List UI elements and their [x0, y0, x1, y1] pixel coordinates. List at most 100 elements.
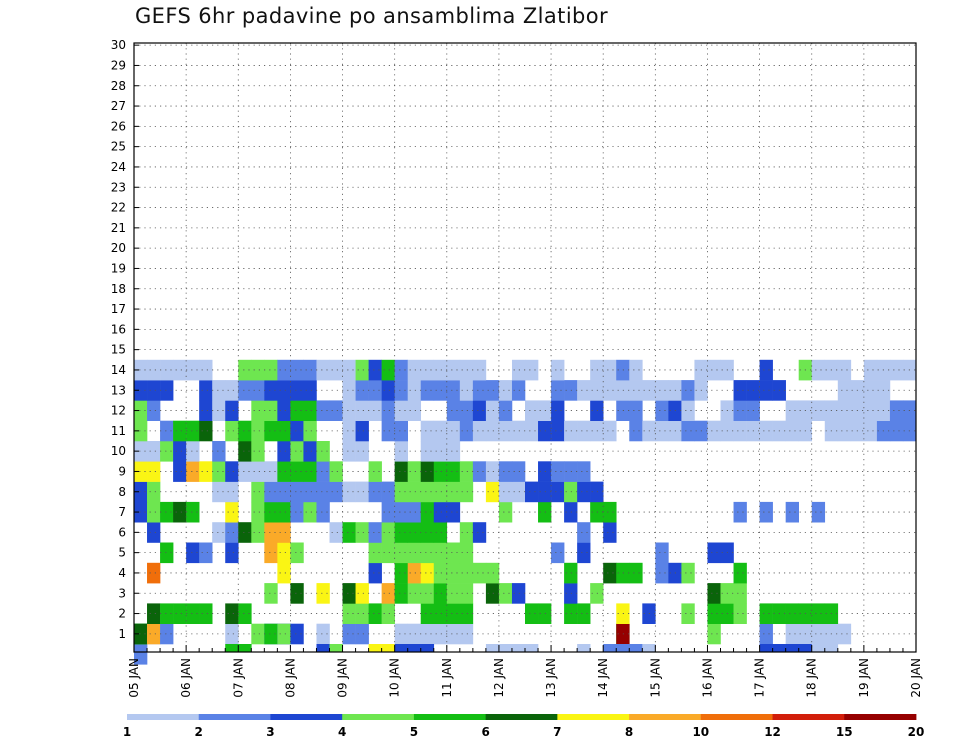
chart-title: GEFS 6hr padavine po ansamblima Zlatibor: [135, 4, 609, 28]
heatmap-cell: [134, 644, 148, 665]
heatmap-cell: [420, 420, 435, 442]
heatmap-cell: [446, 400, 461, 421]
heatmap-cell: [616, 644, 630, 652]
heatmap-cell: [564, 420, 578, 442]
heatmap-cell: [525, 359, 539, 381]
heatmap-cell: [759, 420, 773, 442]
heatmap-cell: [446, 623, 461, 645]
heatmap-cell: [603, 562, 617, 584]
heatmap-cell: [212, 522, 226, 543]
heatmap-cell: [407, 461, 422, 482]
heatmap-cell: [837, 359, 852, 381]
heatmap-cell: [303, 359, 317, 381]
colorbar-segment: [629, 714, 702, 720]
heatmap-cell: [485, 400, 500, 421]
heatmap-cell: [251, 380, 265, 401]
heatmap-cell: [355, 603, 369, 624]
heatmap-cell: [433, 583, 448, 604]
heatmap-cell: [342, 603, 356, 624]
heatmap-cell: [368, 562, 382, 584]
colorbar-segment: [413, 714, 487, 720]
heatmap-cell: [134, 501, 148, 523]
heatmap-cell: [199, 380, 213, 401]
heatmap-cell: [303, 501, 317, 523]
heatmap-cell: [381, 501, 395, 523]
heatmap-cell: [551, 400, 565, 421]
heatmap-cell: [251, 522, 265, 543]
heatmap-cell: [199, 542, 213, 564]
heatmap-cell: [277, 501, 291, 523]
heatmap-cell: [433, 501, 448, 523]
heatmap-cell: [564, 603, 578, 624]
heatmap-cell: [446, 501, 461, 523]
heatmap-cell: [394, 400, 408, 421]
heatmap-cell: [160, 623, 174, 645]
heatmap-cell: [824, 644, 839, 652]
heatmap-cell: [420, 441, 435, 462]
heatmap-cell: [525, 481, 539, 503]
heatmap-cell: [329, 461, 343, 482]
y-tick-label: 6: [118, 525, 126, 539]
heatmap-cell: [316, 623, 330, 645]
heatmap-cell: [551, 420, 565, 442]
heatmap-cell: [889, 420, 904, 442]
y-tick-label: 9: [118, 464, 126, 478]
grid-layer: [134, 43, 917, 652]
heatmap-cell: [394, 542, 408, 564]
heatmap-cell: [277, 623, 291, 645]
heatmap-cell: [577, 603, 591, 624]
y-tick-label: 12: [111, 404, 126, 418]
heatmap-cell: [863, 420, 878, 442]
heatmap-cell: [681, 400, 695, 421]
heatmap-cell: [655, 380, 669, 401]
y-tick-label: 10: [111, 444, 126, 458]
heatmap-cell: [759, 644, 773, 652]
heatmap-cell: [459, 623, 474, 645]
colorbar-label: 12: [764, 725, 781, 739]
heatmap-cell: [525, 420, 539, 442]
heatmap-cell: [420, 623, 435, 645]
heatmap-cell: [264, 481, 278, 503]
heatmap-cell: [264, 359, 278, 381]
heatmap-cell: [551, 461, 565, 482]
heatmap-cell: [759, 623, 773, 645]
heatmap-cell: [199, 461, 213, 482]
heatmap-cell: [238, 644, 252, 652]
heatmap-cell: [251, 623, 265, 645]
heatmap-cell: [147, 400, 161, 421]
heatmap-cell: [681, 603, 695, 624]
heatmap-cell: [225, 420, 239, 442]
y-tick-label: 15: [111, 343, 126, 357]
heatmap-cell: [186, 359, 200, 381]
heatmap-cell: [160, 380, 174, 401]
heatmap-cell: [303, 481, 317, 503]
heatmap-cell: [355, 481, 369, 503]
heatmap-cell: [603, 522, 617, 543]
heatmap-cell: [264, 501, 278, 523]
heatmap-cell: [381, 644, 395, 652]
heatmap-cell: [355, 623, 369, 645]
heatmap-cell: [603, 501, 617, 523]
heatmap-cell: [394, 501, 408, 523]
heatmap-cell: [381, 420, 395, 442]
heatmap-cell: [251, 461, 265, 482]
x-tick-label: 11 JAN: [440, 658, 454, 698]
x-tick-label: 10 JAN: [388, 658, 402, 698]
heatmap-cell: [707, 359, 721, 381]
y-tick-label: 16: [111, 322, 126, 336]
heatmap-cell: [707, 542, 721, 564]
heatmap-cell: [655, 420, 669, 442]
heatmap-cell: [407, 542, 422, 564]
heatmap-cell: [459, 380, 474, 401]
heatmap-cell: [420, 501, 435, 523]
heatmap-cell: [134, 623, 148, 645]
x-tick-label: 20 JAN: [909, 658, 923, 698]
heatmap-cell: [407, 400, 422, 421]
heatmap-cell: [472, 400, 487, 421]
heatmap-cell: [525, 603, 539, 624]
heatmap-cell: [277, 481, 291, 503]
heatmap-cell: [472, 461, 487, 482]
heatmap-cell: [147, 623, 161, 645]
heatmap-cell: [407, 644, 422, 652]
